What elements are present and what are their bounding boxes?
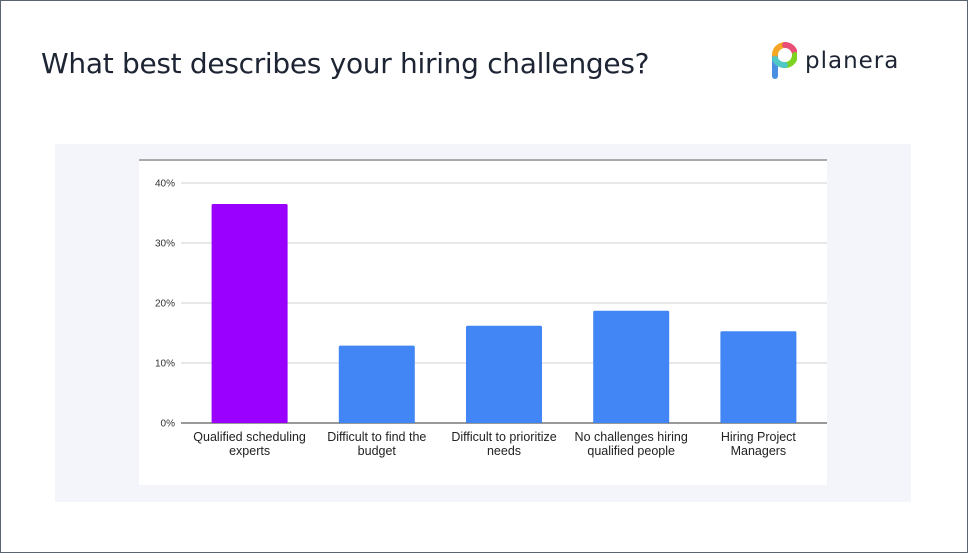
y-tick-label: 0% <box>161 419 176 430</box>
x-category-label: No challenges hiring qualified people <box>574 430 688 458</box>
brand-logo: planera <box>771 41 899 81</box>
y-tick-label: 40% <box>155 179 175 190</box>
bar <box>720 331 797 423</box>
x-category-label: Difficult to prioritize needs <box>451 430 557 458</box>
bar-chart: 0% 10% 20% 30% 40% <box>139 159 827 430</box>
bar <box>211 204 288 423</box>
bar <box>466 325 542 423</box>
bar <box>338 345 415 423</box>
y-tick-label: 20% <box>155 299 175 310</box>
page-title: What best describes your hiring challeng… <box>41 47 650 80</box>
x-category-label: Qualified scheduling experts <box>193 430 306 458</box>
brand-name: planera <box>805 48 900 74</box>
x-category-label: Difficult to find the budget <box>327 430 427 458</box>
y-tick-label: 10% <box>155 359 175 370</box>
planera-logo-icon <box>772 42 797 79</box>
bar <box>593 310 670 423</box>
y-tick-label: 30% <box>155 239 175 250</box>
x-category-label: Hiring Project Managers <box>720 430 796 458</box>
chart-card: 0% 10% 20% 30% 40% Qualified scheduling expe… <box>139 159 827 485</box>
